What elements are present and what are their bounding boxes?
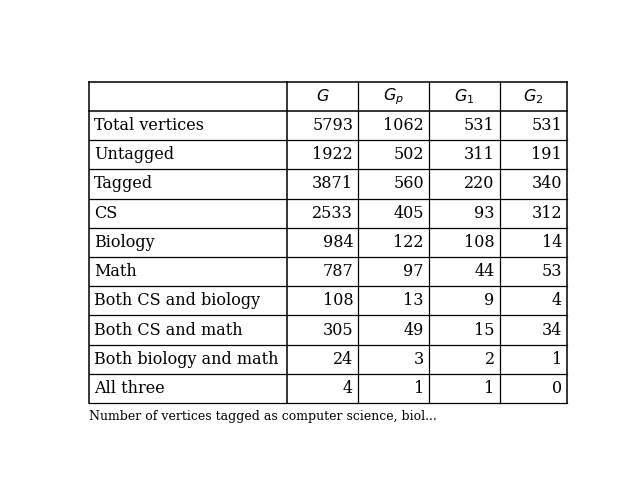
Text: 1: 1 <box>413 380 424 397</box>
Text: 9: 9 <box>484 292 495 310</box>
Text: $G_1$: $G_1$ <box>454 87 474 106</box>
Text: 1: 1 <box>484 380 495 397</box>
Text: 97: 97 <box>403 263 424 280</box>
Text: Both biology and math: Both biology and math <box>94 351 278 368</box>
Text: Untagged: Untagged <box>94 146 174 163</box>
Text: 531: 531 <box>464 117 495 134</box>
Text: 787: 787 <box>323 263 353 280</box>
Text: 53: 53 <box>541 263 562 280</box>
Text: Tagged: Tagged <box>94 175 153 192</box>
Text: 405: 405 <box>394 204 424 222</box>
Text: 191: 191 <box>531 146 562 163</box>
Text: 122: 122 <box>394 234 424 251</box>
Text: 13: 13 <box>403 292 424 310</box>
Text: 220: 220 <box>464 175 495 192</box>
Text: Total vertices: Total vertices <box>94 117 204 134</box>
Text: 1062: 1062 <box>383 117 424 134</box>
Text: 108: 108 <box>323 292 353 310</box>
Text: 0: 0 <box>552 380 562 397</box>
Text: 1: 1 <box>552 351 562 368</box>
Text: 49: 49 <box>404 322 424 338</box>
Text: 93: 93 <box>474 204 495 222</box>
Text: 4: 4 <box>343 380 353 397</box>
Text: Both CS and biology: Both CS and biology <box>94 292 260 310</box>
Text: 2533: 2533 <box>312 204 353 222</box>
Text: Both CS and math: Both CS and math <box>94 322 243 338</box>
Text: Biology: Biology <box>94 234 154 251</box>
Text: 3871: 3871 <box>312 175 353 192</box>
Text: 502: 502 <box>394 146 424 163</box>
Text: All three: All three <box>94 380 164 397</box>
Text: 4: 4 <box>552 292 562 310</box>
Text: Math: Math <box>94 263 136 280</box>
Text: CS: CS <box>94 204 117 222</box>
Text: 108: 108 <box>464 234 495 251</box>
Text: $G_2$: $G_2$ <box>523 87 543 106</box>
Text: 531: 531 <box>531 117 562 134</box>
Text: 44: 44 <box>474 263 495 280</box>
Text: 311: 311 <box>464 146 495 163</box>
Text: $G$: $G$ <box>316 88 330 105</box>
Text: Number of vertices tagged as computer science, biol...: Number of vertices tagged as computer sc… <box>89 410 436 423</box>
Text: 2: 2 <box>484 351 495 368</box>
Text: 305: 305 <box>323 322 353 338</box>
Text: 3: 3 <box>413 351 424 368</box>
Text: 34: 34 <box>541 322 562 338</box>
Text: 5793: 5793 <box>312 117 353 134</box>
Text: 14: 14 <box>541 234 562 251</box>
Text: 984: 984 <box>323 234 353 251</box>
Text: 24: 24 <box>333 351 353 368</box>
Text: 560: 560 <box>394 175 424 192</box>
Text: 340: 340 <box>532 175 562 192</box>
Text: 15: 15 <box>474 322 495 338</box>
Text: 312: 312 <box>531 204 562 222</box>
Text: $G_p$: $G_p$ <box>383 86 404 107</box>
Text: 1922: 1922 <box>312 146 353 163</box>
